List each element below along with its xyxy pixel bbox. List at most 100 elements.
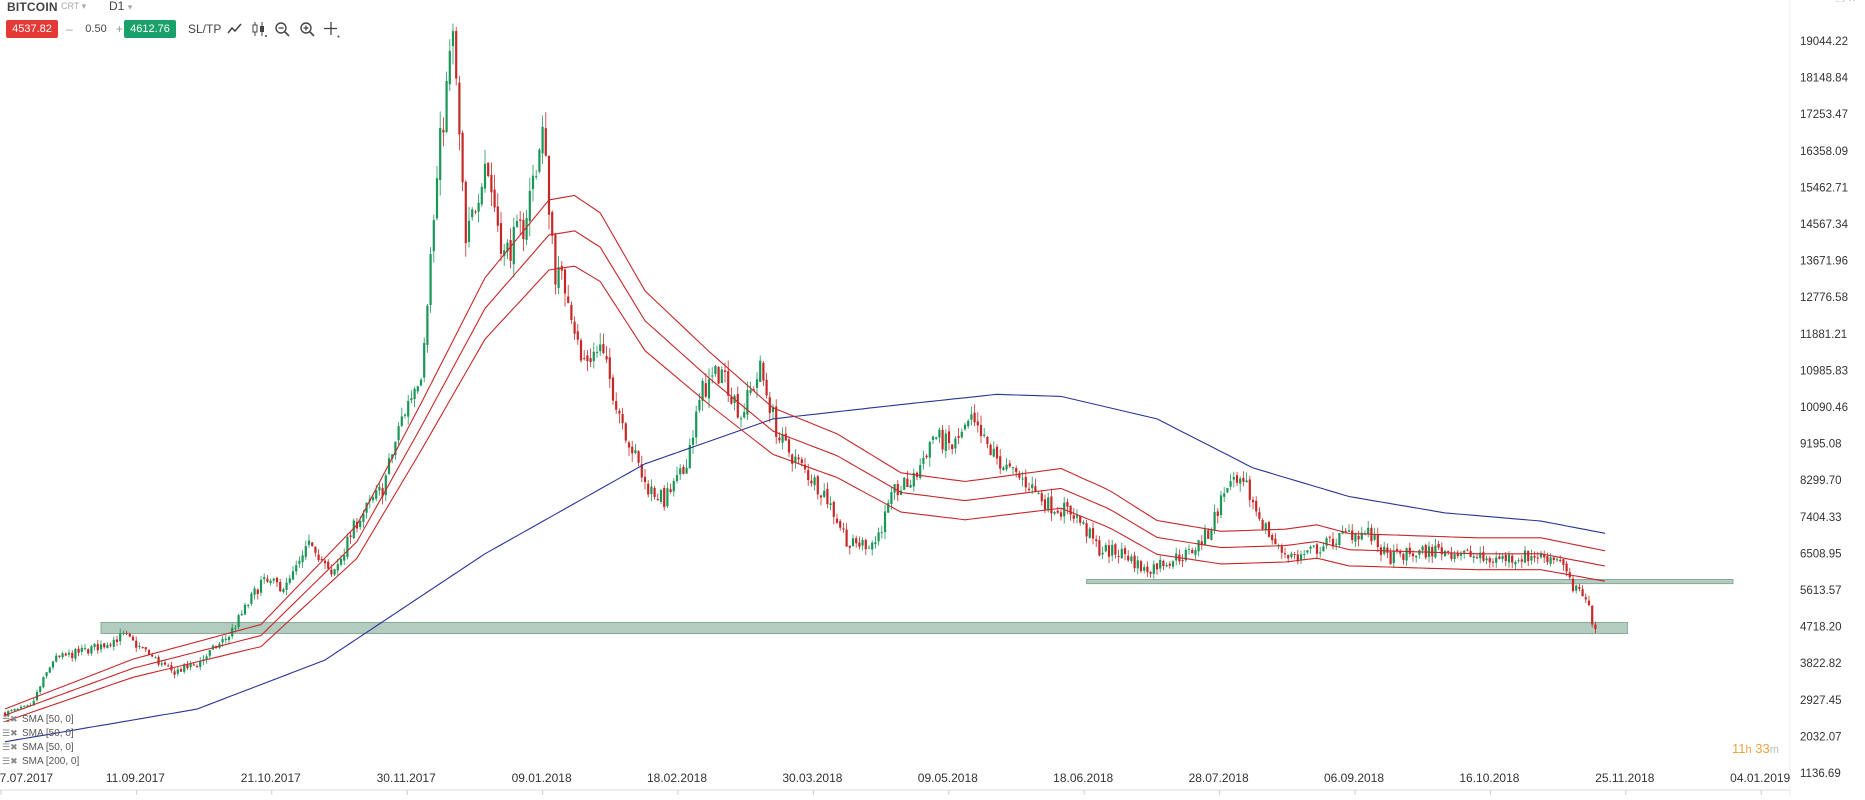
y-tick-label: 17253.47 xyxy=(1800,109,1848,121)
candle-body xyxy=(410,398,413,401)
volume-decrease-button[interactable]: – xyxy=(66,22,73,36)
candle xyxy=(55,652,58,663)
candle-body xyxy=(541,126,544,154)
candle-body xyxy=(1191,549,1194,554)
candle xyxy=(61,651,64,660)
candle-body xyxy=(330,569,333,575)
candle-body xyxy=(391,454,394,459)
candle xyxy=(1341,525,1344,535)
candle-body xyxy=(1559,560,1562,562)
candle xyxy=(1207,528,1210,540)
sell-button[interactable]: 4537.82 xyxy=(6,20,58,38)
candle xyxy=(48,666,51,674)
candle-body xyxy=(1584,597,1587,600)
x-tick-label: 30.11.2017 xyxy=(377,771,436,785)
candle-body xyxy=(307,540,311,545)
candle-body xyxy=(480,186,483,205)
candle-body xyxy=(291,571,295,580)
candle-body xyxy=(1194,550,1197,555)
candle-body xyxy=(599,344,602,352)
candle-body xyxy=(621,414,624,424)
candle xyxy=(624,422,627,444)
candle-body xyxy=(1523,550,1527,563)
candle xyxy=(1312,544,1315,549)
zoom-out-icon[interactable] xyxy=(273,20,291,38)
candle-body xyxy=(1456,553,1459,557)
symbol-type[interactable]: CRT ▾ xyxy=(61,1,87,11)
candle-body xyxy=(183,664,186,672)
indicator-item[interactable]: ☰✖ SMA [50, 0] xyxy=(2,742,74,753)
candle xyxy=(541,115,544,165)
candle xyxy=(410,390,413,404)
candle-body xyxy=(1114,544,1117,555)
candle-body xyxy=(605,356,608,360)
sltp-button[interactable]: SL/TP xyxy=(188,22,222,36)
symbol-name[interactable]: BITCOIN xyxy=(7,0,58,14)
candle xyxy=(1050,488,1053,522)
candle xyxy=(247,603,250,609)
candle-body xyxy=(490,174,493,193)
candle xyxy=(855,535,858,548)
candle xyxy=(519,210,522,236)
indicator-item[interactable]: ☰✖ SMA [50, 0] xyxy=(2,714,74,725)
candle xyxy=(1085,519,1088,544)
candle-body xyxy=(96,644,99,651)
candle xyxy=(467,206,471,248)
zoom-in-icon[interactable] xyxy=(298,20,316,38)
candle-body xyxy=(1107,545,1111,557)
candle-body xyxy=(400,416,403,426)
candle xyxy=(1456,550,1459,559)
candle-body xyxy=(83,648,87,650)
candle-body xyxy=(26,705,29,707)
timeframe-selector[interactable]: D1 ▾ xyxy=(109,0,133,13)
candle-body xyxy=(759,360,762,383)
candle xyxy=(106,642,109,649)
candle-body xyxy=(423,342,426,378)
support-zone[interactable] xyxy=(1086,579,1734,585)
candlestick-icon[interactable] xyxy=(250,20,268,38)
buy-button[interactable]: 4612.76 xyxy=(124,20,176,38)
candle-body xyxy=(730,397,733,404)
volume-increase-button[interactable]: + xyxy=(116,22,124,36)
candle-body xyxy=(1360,532,1363,540)
indicator-item[interactable]: ☰✖ SMA [50, 0] xyxy=(2,728,74,739)
candle xyxy=(650,479,653,502)
crosshair-icon[interactable] xyxy=(322,20,340,38)
candle xyxy=(419,377,423,387)
y-axis-ticks: 19044.22 18148.84 17253.47 16358.09 15462.71… xyxy=(1800,36,1849,780)
indicator-settings-icon[interactable]: ☰✖ xyxy=(2,756,18,766)
candle-body xyxy=(144,647,147,650)
candle xyxy=(531,164,535,202)
candle-body xyxy=(992,448,995,457)
candle-body xyxy=(935,437,938,439)
candle xyxy=(333,568,336,576)
indicator-settings-icon[interactable]: ☰✖ xyxy=(2,728,18,738)
line-chart-icon[interactable] xyxy=(226,20,244,38)
support-zones xyxy=(100,579,1734,634)
candle xyxy=(279,578,282,593)
candle-body xyxy=(1290,553,1293,558)
candle-body xyxy=(378,486,381,491)
window-restore-icon[interactable]: ❐ ✕ xyxy=(1836,0,1856,5)
indicator-item[interactable]: ☰✖ SMA [200, 0] xyxy=(2,756,80,767)
candle-body xyxy=(240,613,243,616)
candle-body xyxy=(77,648,80,653)
volume-input[interactable] xyxy=(78,20,114,38)
support-zone[interactable] xyxy=(100,621,1628,634)
candle xyxy=(1533,551,1536,563)
candle xyxy=(474,209,477,215)
candle xyxy=(1379,544,1383,562)
candle-body xyxy=(755,379,759,388)
candle xyxy=(1299,550,1303,564)
candle-body xyxy=(784,433,787,441)
candle-body xyxy=(1239,478,1242,484)
candle-body xyxy=(1008,463,1011,467)
candle-body xyxy=(1037,492,1040,494)
candle xyxy=(10,709,13,712)
candle-body xyxy=(19,706,23,709)
indicator-settings-icon[interactable]: ☰✖ xyxy=(2,714,18,724)
candle xyxy=(963,422,967,432)
candle-body xyxy=(1562,559,1565,565)
indicator-settings-icon[interactable]: ☰✖ xyxy=(2,742,18,752)
